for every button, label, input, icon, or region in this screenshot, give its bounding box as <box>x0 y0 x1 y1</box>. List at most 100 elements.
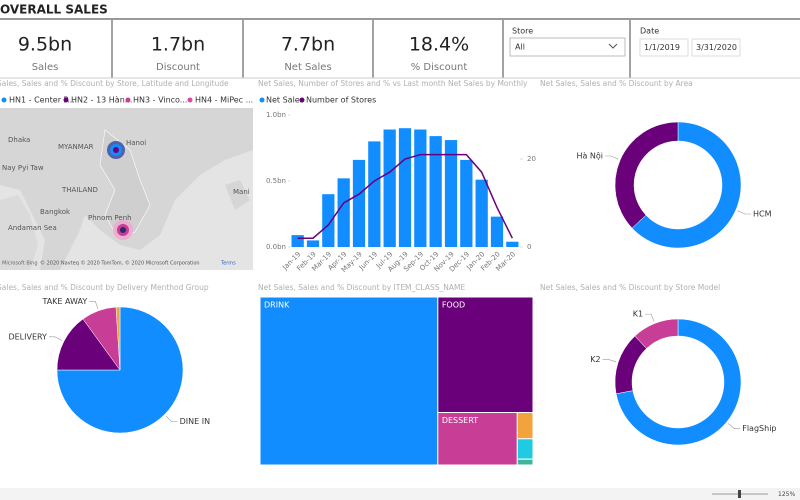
date-start: 1/1/2019 <box>644 43 680 52</box>
slice <box>631 121 742 249</box>
date-end-box[interactable] <box>691 38 741 57</box>
leader-line <box>602 359 617 363</box>
kpi-value: 7.7bn <box>281 34 335 56</box>
slice <box>56 318 121 371</box>
kpi-value: 9.5bn <box>18 34 72 56</box>
map-label: Phnom Penh <box>88 214 132 222</box>
bar <box>475 179 488 247</box>
kpi-label: Discount <box>156 62 200 73</box>
tile-label: DESSERT <box>442 416 478 425</box>
kpi-label: % Discount <box>411 62 468 73</box>
tile-label: DRINK <box>264 301 290 310</box>
kpi-label: Net Sales <box>284 62 331 73</box>
slice-label: FlagShip <box>742 424 776 433</box>
bar <box>291 235 304 247</box>
date-end: 3/31/2020 <box>696 43 737 52</box>
slice-label: K2 <box>590 355 600 364</box>
tile-label: FOOD <box>442 301 465 310</box>
bar <box>383 129 396 247</box>
legend-label: HN3 - Vinco... <box>133 96 187 105</box>
status-bar <box>0 488 800 500</box>
bar <box>337 178 350 247</box>
y-tick-label: 1.0bn <box>266 111 286 119</box>
kpi-value: 1.7bn <box>151 34 205 56</box>
zoom-thumb[interactable] <box>738 490 741 498</box>
tile <box>259 296 439 466</box>
leader-line <box>89 301 99 309</box>
slice-label: Hà Nội <box>576 151 603 161</box>
map-label: Dhaka <box>8 136 30 144</box>
legend-swatch <box>187 97 193 103</box>
bar <box>506 241 519 247</box>
map-brand: Microsoft Bing <box>2 261 38 267</box>
map-label: Hanoi <box>126 139 146 147</box>
y2-tick-label: 20 <box>527 155 536 163</box>
slice <box>615 318 742 446</box>
visual-title: Net Sales, Number of Stores and % vs Las… <box>258 79 528 88</box>
leader-line <box>727 423 741 429</box>
kpi-cards <box>0 20 800 79</box>
map-label: Mani <box>233 188 250 196</box>
slice-label: HCM <box>753 209 772 218</box>
legend-label: HN4 - MiPec ... <box>195 96 253 105</box>
visual-title: Net Sales, Sales and % Discount by Store… <box>540 283 720 292</box>
legend-swatch <box>125 97 131 103</box>
map-label: MYANMAR <box>58 143 94 151</box>
map-terms[interactable]: Terms <box>220 261 236 267</box>
y-tick-label: 0.0bn <box>266 243 286 251</box>
leader-line <box>48 336 63 341</box>
y2-tick-label: 0 <box>527 243 531 251</box>
slicer-label: Store <box>512 27 533 36</box>
tile <box>437 296 534 414</box>
visual-title: Net Sales, Sales and % Discount by ITEM_… <box>258 283 465 292</box>
kpi-value: 18.4% <box>409 34 469 56</box>
leader-line <box>605 155 619 160</box>
tile <box>437 412 518 466</box>
leader-line <box>165 415 178 422</box>
bar <box>414 129 427 247</box>
slice-label: K1 <box>633 310 643 319</box>
bar <box>306 240 320 247</box>
slice-label: DELIVERY <box>8 332 47 341</box>
slice-label: TAKE AWAY <box>41 297 87 306</box>
slice <box>614 121 679 229</box>
dropdown-arrow <box>608 43 618 49</box>
bar <box>429 136 442 247</box>
visual-title: Sales, Sales and % Discount by Store, La… <box>0 79 229 88</box>
tile <box>516 412 534 440</box>
map-label: THAILAND <box>61 186 98 194</box>
legend-swatch <box>299 97 305 103</box>
zoom-level: 125% <box>778 491 795 498</box>
bar <box>398 128 412 247</box>
map <box>0 108 253 270</box>
page-title: OVERALL SALES <box>0 3 108 17</box>
dropdown-value: All <box>515 43 525 52</box>
map-label: Bangkok <box>40 208 71 216</box>
slice <box>115 306 121 371</box>
bar <box>352 159 366 247</box>
date-start-box[interactable] <box>639 38 689 57</box>
bar <box>322 194 335 247</box>
store-dropdown[interactable] <box>509 37 626 57</box>
legend-swatch <box>1 97 7 103</box>
tile <box>516 438 534 460</box>
line <box>297 153 514 239</box>
visual-title: Net Sales, Sales and % Discount by Area <box>540 79 693 88</box>
map-attribution: © 2020 Navteq © 2020 TomTom, © 2020 Micr… <box>40 260 200 267</box>
slice <box>634 318 679 349</box>
bar <box>490 216 504 247</box>
legend-label: Net Sales <box>266 96 304 105</box>
leader-line <box>645 313 655 322</box>
slicer-label: Date <box>640 27 659 36</box>
tile <box>516 458 534 466</box>
visual-title: Sales, Sales and % Discount by Delivery … <box>0 283 209 292</box>
legend-label: HN1 - Center P... <box>9 96 75 105</box>
legend-label: Number of Stores <box>306 96 376 105</box>
legend-swatch <box>259 97 265 103</box>
kpi-label: Sales <box>32 62 59 73</box>
slice-label: DINE IN <box>180 417 210 426</box>
map-label: Nay Pyi Taw <box>2 164 44 172</box>
bar <box>444 140 458 247</box>
map-label: Andaman Sea <box>8 224 57 232</box>
